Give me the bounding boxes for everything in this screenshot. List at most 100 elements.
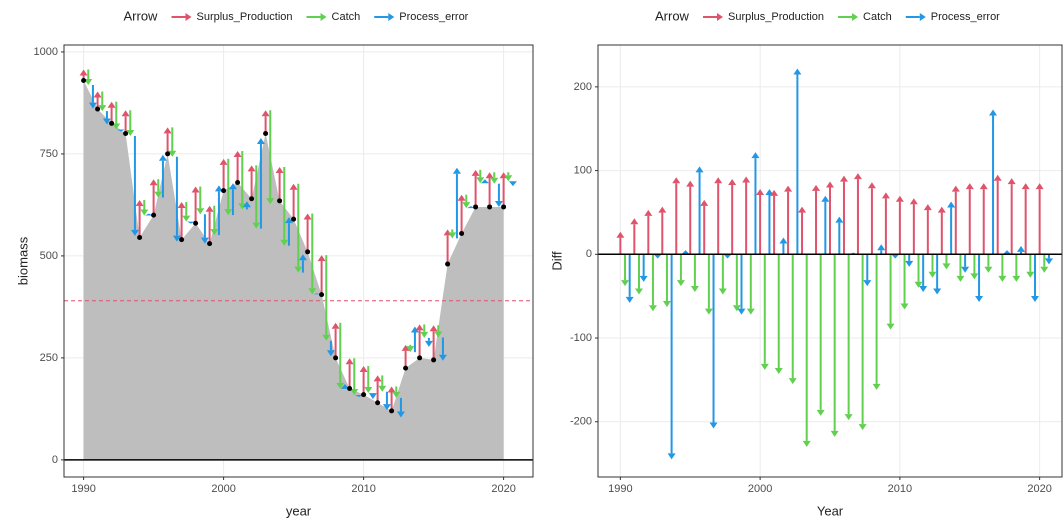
- arrow: [909, 198, 918, 255]
- arrow-head: [490, 177, 499, 184]
- arrow-head: [793, 68, 802, 75]
- arrow: [238, 151, 247, 210]
- arrow: [401, 344, 410, 369]
- arrow-head: [508, 181, 517, 187]
- arrow-head: [317, 255, 326, 262]
- arrow: [196, 186, 205, 215]
- arrow-head: [830, 430, 839, 437]
- arrow: [732, 254, 741, 312]
- arrow: [756, 189, 765, 255]
- arrow-head: [172, 235, 181, 242]
- arrow-head: [448, 232, 457, 239]
- arrow: [812, 184, 821, 255]
- arrow-head: [891, 254, 900, 259]
- arrow-head: [415, 324, 424, 331]
- arrow-head: [1021, 183, 1030, 190]
- biomass-point: [221, 188, 227, 194]
- arrow: [396, 397, 405, 418]
- arrow: [350, 358, 359, 396]
- arrow: [900, 254, 909, 310]
- arrow-head: [154, 191, 163, 198]
- arrow: [961, 254, 970, 273]
- arrow-head: [410, 326, 419, 333]
- arrow: [494, 183, 503, 207]
- arrow: [858, 254, 867, 431]
- arrow-head: [704, 308, 713, 315]
- arrow-head: [690, 285, 699, 292]
- arrow-head: [200, 237, 209, 244]
- arrow-head: [98, 105, 107, 112]
- arrow: [256, 138, 265, 229]
- arrow: [676, 254, 685, 287]
- arrow-head: [210, 229, 219, 236]
- arrow-head: [121, 110, 130, 117]
- arrow: [714, 177, 723, 255]
- legend-key-head: [852, 13, 859, 21]
- arrow: [844, 254, 853, 421]
- legend-key-head: [717, 13, 723, 21]
- arrow-head: [821, 195, 830, 202]
- arrow-head: [923, 204, 932, 211]
- biomass-point: [403, 365, 409, 371]
- panel-border: [597, 44, 1063, 478]
- arrow-head: [438, 354, 447, 361]
- arrow-head: [331, 322, 340, 329]
- arrow: [779, 237, 788, 255]
- arrow: [130, 135, 139, 236]
- arrow: [784, 185, 793, 255]
- arrow-head: [214, 185, 223, 192]
- biomass-point: [193, 220, 199, 226]
- arrow-head: [751, 152, 760, 159]
- arrow: [298, 254, 307, 273]
- arrow: [154, 179, 163, 198]
- arrow: [135, 200, 144, 238]
- biomass-point: [249, 196, 255, 202]
- arrow-head: [326, 350, 335, 357]
- legend-item: Catch: [306, 11, 360, 23]
- arrow-head: [802, 440, 811, 447]
- legend-item: Surplus_Production: [703, 11, 824, 23]
- arrow-head: [737, 308, 746, 315]
- arrow: [644, 209, 653, 255]
- arrow: [690, 254, 699, 292]
- arrow: [728, 178, 737, 255]
- arrow-head: [779, 237, 788, 244]
- arrow-head: [168, 150, 177, 157]
- legend-item: Surplus_Production: [171, 11, 293, 23]
- arrow-head: [639, 275, 648, 282]
- biomass-point: [417, 355, 423, 361]
- arrow: [751, 152, 760, 255]
- arrow-head: [900, 303, 909, 310]
- arrow-head: [905, 260, 914, 267]
- arrow-head: [228, 183, 237, 190]
- arrow: [345, 358, 354, 389]
- arrow-head: [298, 254, 307, 261]
- arrow-head: [732, 305, 741, 312]
- arrow: [261, 110, 270, 134]
- arrow-head: [480, 179, 489, 184]
- arrow-head: [186, 221, 195, 224]
- arrow-head: [457, 194, 466, 201]
- arrow: [424, 337, 433, 347]
- legend-label: Process_error: [931, 11, 1000, 23]
- arrow-head: [163, 127, 172, 134]
- arrow-head: [919, 285, 928, 292]
- arrow: [382, 391, 391, 411]
- arrow-head: [662, 301, 671, 308]
- arrow: [975, 254, 984, 303]
- arrow-head: [359, 366, 368, 373]
- biomass-point: [109, 120, 115, 126]
- arrow-head: [993, 174, 1002, 181]
- arrow-head: [700, 199, 709, 206]
- legend-key-head: [185, 13, 192, 21]
- arrow-head: [261, 110, 270, 117]
- arrow: [886, 254, 895, 330]
- arrow: [816, 254, 825, 416]
- arrow: [88, 84, 97, 109]
- arrow: [457, 194, 466, 234]
- arrow-head: [373, 375, 382, 382]
- arrow-head: [742, 176, 751, 183]
- arrow: [420, 324, 429, 338]
- arrow: [686, 180, 695, 255]
- arrow: [895, 195, 904, 255]
